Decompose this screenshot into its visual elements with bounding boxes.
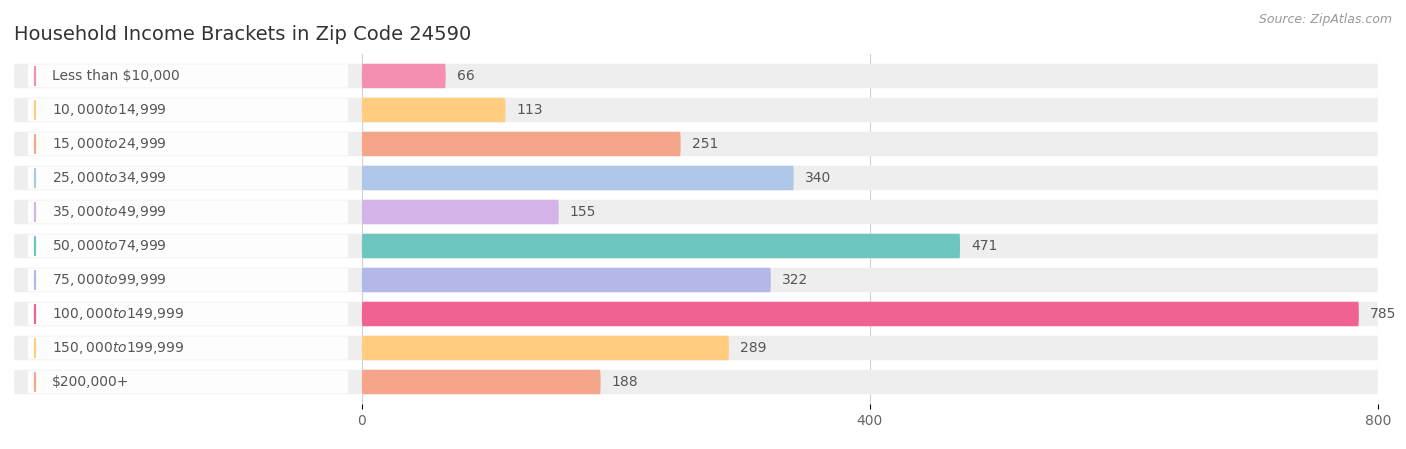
Text: Household Income Brackets in Zip Code 24590: Household Income Brackets in Zip Code 24… <box>14 25 471 44</box>
FancyBboxPatch shape <box>28 98 349 122</box>
Text: $75,000 to $99,999: $75,000 to $99,999 <box>52 272 166 288</box>
Text: Less than $10,000: Less than $10,000 <box>52 69 180 83</box>
Text: 188: 188 <box>612 375 638 389</box>
FancyBboxPatch shape <box>361 64 446 88</box>
FancyBboxPatch shape <box>361 268 770 292</box>
Text: $15,000 to $24,999: $15,000 to $24,999 <box>52 136 166 152</box>
Text: $25,000 to $34,999: $25,000 to $34,999 <box>52 170 166 186</box>
FancyBboxPatch shape <box>361 336 728 360</box>
Text: 155: 155 <box>569 205 596 219</box>
FancyBboxPatch shape <box>14 268 1378 292</box>
Text: $150,000 to $199,999: $150,000 to $199,999 <box>52 340 184 356</box>
Text: $10,000 to $14,999: $10,000 to $14,999 <box>52 102 166 118</box>
FancyBboxPatch shape <box>28 167 349 189</box>
Text: 785: 785 <box>1369 307 1396 321</box>
FancyBboxPatch shape <box>14 64 1378 88</box>
FancyBboxPatch shape <box>14 166 1378 190</box>
Text: $100,000 to $149,999: $100,000 to $149,999 <box>52 306 184 322</box>
FancyBboxPatch shape <box>14 98 1378 122</box>
FancyBboxPatch shape <box>28 64 349 88</box>
FancyBboxPatch shape <box>361 98 505 122</box>
FancyBboxPatch shape <box>28 200 349 224</box>
FancyBboxPatch shape <box>14 302 1378 326</box>
Text: 471: 471 <box>972 239 997 253</box>
FancyBboxPatch shape <box>14 132 1378 156</box>
FancyBboxPatch shape <box>14 370 1378 394</box>
FancyBboxPatch shape <box>14 200 1378 224</box>
Text: 113: 113 <box>516 103 543 117</box>
Text: Source: ZipAtlas.com: Source: ZipAtlas.com <box>1258 13 1392 26</box>
FancyBboxPatch shape <box>361 234 960 258</box>
Text: 289: 289 <box>740 341 766 355</box>
FancyBboxPatch shape <box>28 269 349 291</box>
Text: 340: 340 <box>804 171 831 185</box>
FancyBboxPatch shape <box>361 370 600 394</box>
FancyBboxPatch shape <box>28 370 349 394</box>
Text: 66: 66 <box>457 69 474 83</box>
FancyBboxPatch shape <box>361 132 681 156</box>
FancyBboxPatch shape <box>361 166 793 190</box>
FancyBboxPatch shape <box>28 132 349 155</box>
FancyBboxPatch shape <box>361 200 558 224</box>
FancyBboxPatch shape <box>28 336 349 360</box>
Text: 322: 322 <box>782 273 808 287</box>
FancyBboxPatch shape <box>28 234 349 258</box>
Text: $50,000 to $74,999: $50,000 to $74,999 <box>52 238 166 254</box>
FancyBboxPatch shape <box>14 336 1378 360</box>
Text: 251: 251 <box>692 137 718 151</box>
FancyBboxPatch shape <box>361 302 1358 326</box>
Text: $200,000+: $200,000+ <box>52 375 129 389</box>
FancyBboxPatch shape <box>14 234 1378 258</box>
FancyBboxPatch shape <box>28 303 349 326</box>
Text: $35,000 to $49,999: $35,000 to $49,999 <box>52 204 166 220</box>
